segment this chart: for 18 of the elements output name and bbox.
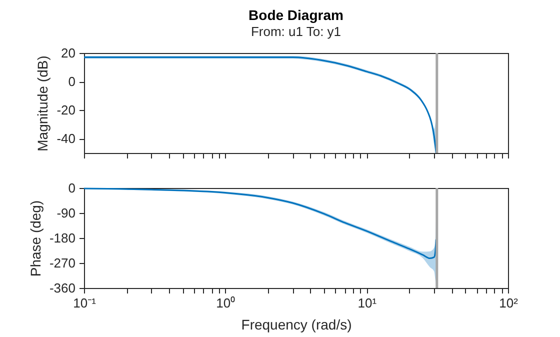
y-axis-title: Magnitude (dB)	[34, 56, 51, 152]
y-tick-label: 0	[68, 180, 76, 196]
y-tick-label: -180	[49, 230, 76, 246]
x-tick-label: 10⁰	[216, 296, 236, 310]
chart-subtitle: From: u1 To: y1	[250, 24, 342, 39]
y-tick-label: -40	[56, 131, 76, 146]
y-tick-label: -20	[56, 102, 76, 118]
x-tick-label: 10¹	[358, 296, 378, 310]
y-tick-label: 0	[68, 74, 76, 90]
y-tick-label: 20	[61, 46, 76, 60]
x-tick-label: 10⁻¹	[73, 296, 97, 310]
y-tick-label: -90	[56, 206, 76, 220]
x-tick-label: 10²	[499, 296, 519, 310]
x-axis-title: Frequency (rad/s)	[241, 316, 352, 332]
y-axis-title: Phase (deg)	[27, 200, 44, 277]
chart-title: Bode Diagram	[248, 7, 344, 23]
y-tick-label: -360	[49, 280, 76, 296]
y-tick-label: -270	[49, 256, 76, 270]
